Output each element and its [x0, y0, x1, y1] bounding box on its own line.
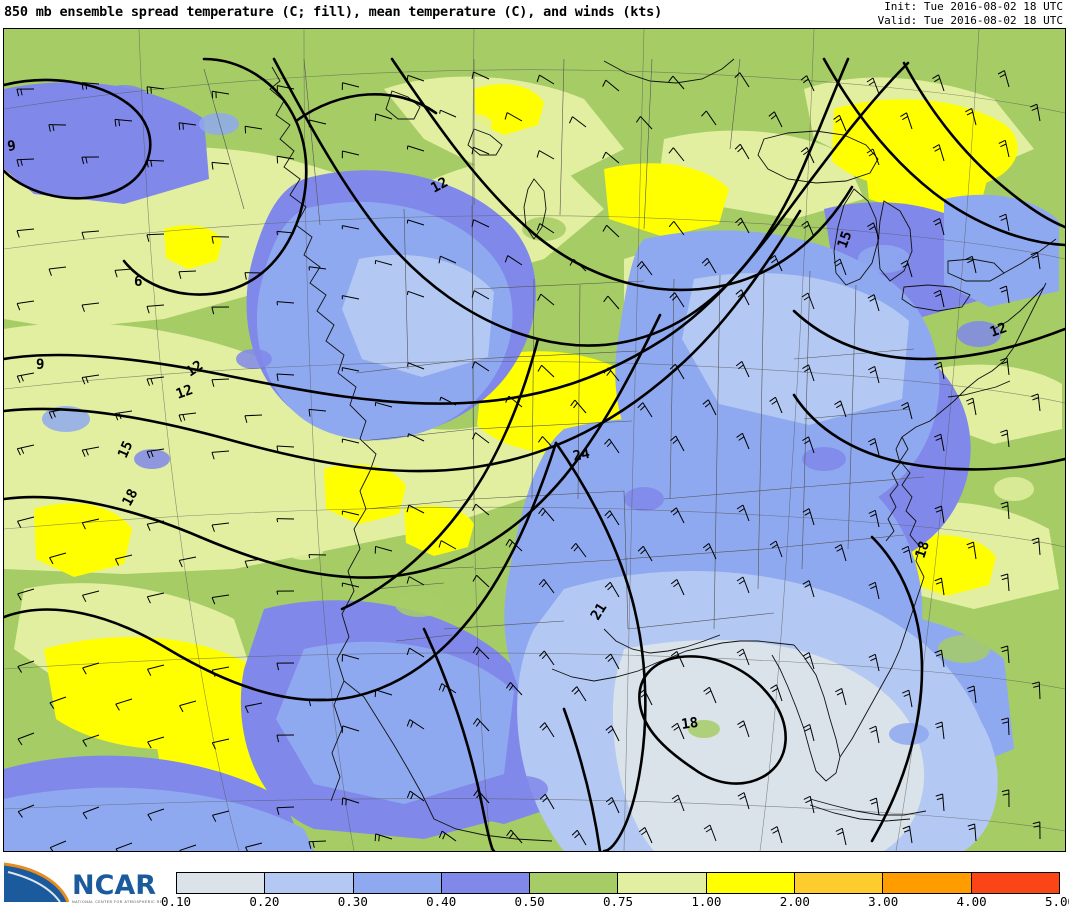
- colorbar-tick: 0.40: [426, 894, 457, 909]
- colorbar-segment: [353, 873, 442, 893]
- colorbar-segment: [177, 873, 266, 893]
- temperature-contours: [4, 57, 1065, 851]
- header-bar: 850 mb ensemble spread temperature (C; f…: [0, 0, 1069, 28]
- colorbar-segment: [530, 873, 619, 893]
- colorbar-tick: 2.00: [779, 894, 810, 909]
- ncar-tagline: NATIONAL CENTER FOR ATMOSPHERIC RESEARCH: [72, 900, 162, 904]
- contour-label-9a: 9: [6, 138, 17, 155]
- colorbar-segment: [795, 873, 884, 893]
- colorbar-tick: 0.20: [249, 894, 280, 909]
- coastlines-and-borders: [203, 58, 1057, 842]
- colorbar-tick: 1.00: [691, 894, 722, 909]
- fill-010-020: [612, 639, 925, 851]
- colorbar-tick: 0.30: [337, 894, 368, 909]
- page-title: 850 mb ensemble spread temperature (C; f…: [4, 4, 662, 20]
- contour-label-12a: 12: [183, 358, 206, 381]
- colorbar-tick: 5.00: [1044, 894, 1069, 909]
- footer-bar: NCAR NATIONAL CENTER FOR ATMOSPHERIC RES…: [0, 856, 1069, 911]
- colorbar-tick: 0.75: [602, 894, 634, 909]
- valid-time: Valid: Tue 2016-08-02 18 UTC: [877, 13, 1063, 27]
- colorbar-tick: 0.50: [514, 894, 545, 909]
- contour-label-21: 21: [588, 600, 611, 623]
- contour-label-12c: 12: [988, 320, 1009, 341]
- weather-map-graphic: 9 6 9 12 15 18 12 24 21 18 12 18 15 12: [4, 29, 1065, 851]
- colorbar-segment: [618, 873, 707, 893]
- contour-label-24a: 24: [572, 446, 592, 465]
- contour-label-15: 15: [115, 439, 136, 461]
- ncar-wordmark: NCAR: [72, 870, 156, 901]
- contour-label-15b: 15: [835, 229, 856, 250]
- colorbar[interactable]: [176, 872, 1060, 894]
- colorbar-tick: 3.00: [868, 894, 899, 909]
- colorbar-segment: [265, 873, 354, 893]
- map-panel[interactable]: 9 6 9 12 15 18 12 24 21 18 12 18 15 12: [3, 28, 1066, 852]
- contour-label-12b: 12: [428, 174, 450, 196]
- colorbar-segment: [883, 873, 972, 893]
- colorbar-tick-labels: 0.10 0.20 0.30 0.40 0.50 0.75 1.00 2.00 3.00 4.00…: [0, 894, 1069, 910]
- contour-label-18c: 18: [913, 539, 933, 560]
- contour-label-9b: 9: [36, 357, 44, 373]
- colorbar-segment: [971, 873, 1059, 893]
- contour-label-18a: 18: [119, 486, 141, 508]
- fill-texture-blobs: [42, 85, 1034, 802]
- time-stamp-block: Init: Tue 2016-08-02 18 UTC Valid: Tue 2…: [878, 0, 1063, 27]
- ncar-logo-graphic: NCAR NATIONAL CENTER FOR ATMOSPHERIC RES…: [3, 862, 179, 904]
- colorbar-tick: 0.10: [160, 894, 192, 909]
- colorbar-segment: [706, 873, 796, 893]
- init-time: Init: Tue 2016-08-02 18 UTC: [884, 0, 1063, 13]
- colorbar-tick: 4.00: [956, 894, 987, 909]
- contour-label-6: 6: [134, 274, 142, 290]
- contour-labels: 9 6 9 12 15 18 12 24 21 18 12 18 15 12: [6, 138, 1009, 733]
- colorbar-segment: [441, 873, 531, 893]
- ncar-logo: NCAR NATIONAL CENTER FOR ATMOSPHERIC RES…: [2, 860, 179, 906]
- contour-label-18b: 18: [680, 715, 699, 733]
- contour-label-12d: 12: [174, 382, 195, 403]
